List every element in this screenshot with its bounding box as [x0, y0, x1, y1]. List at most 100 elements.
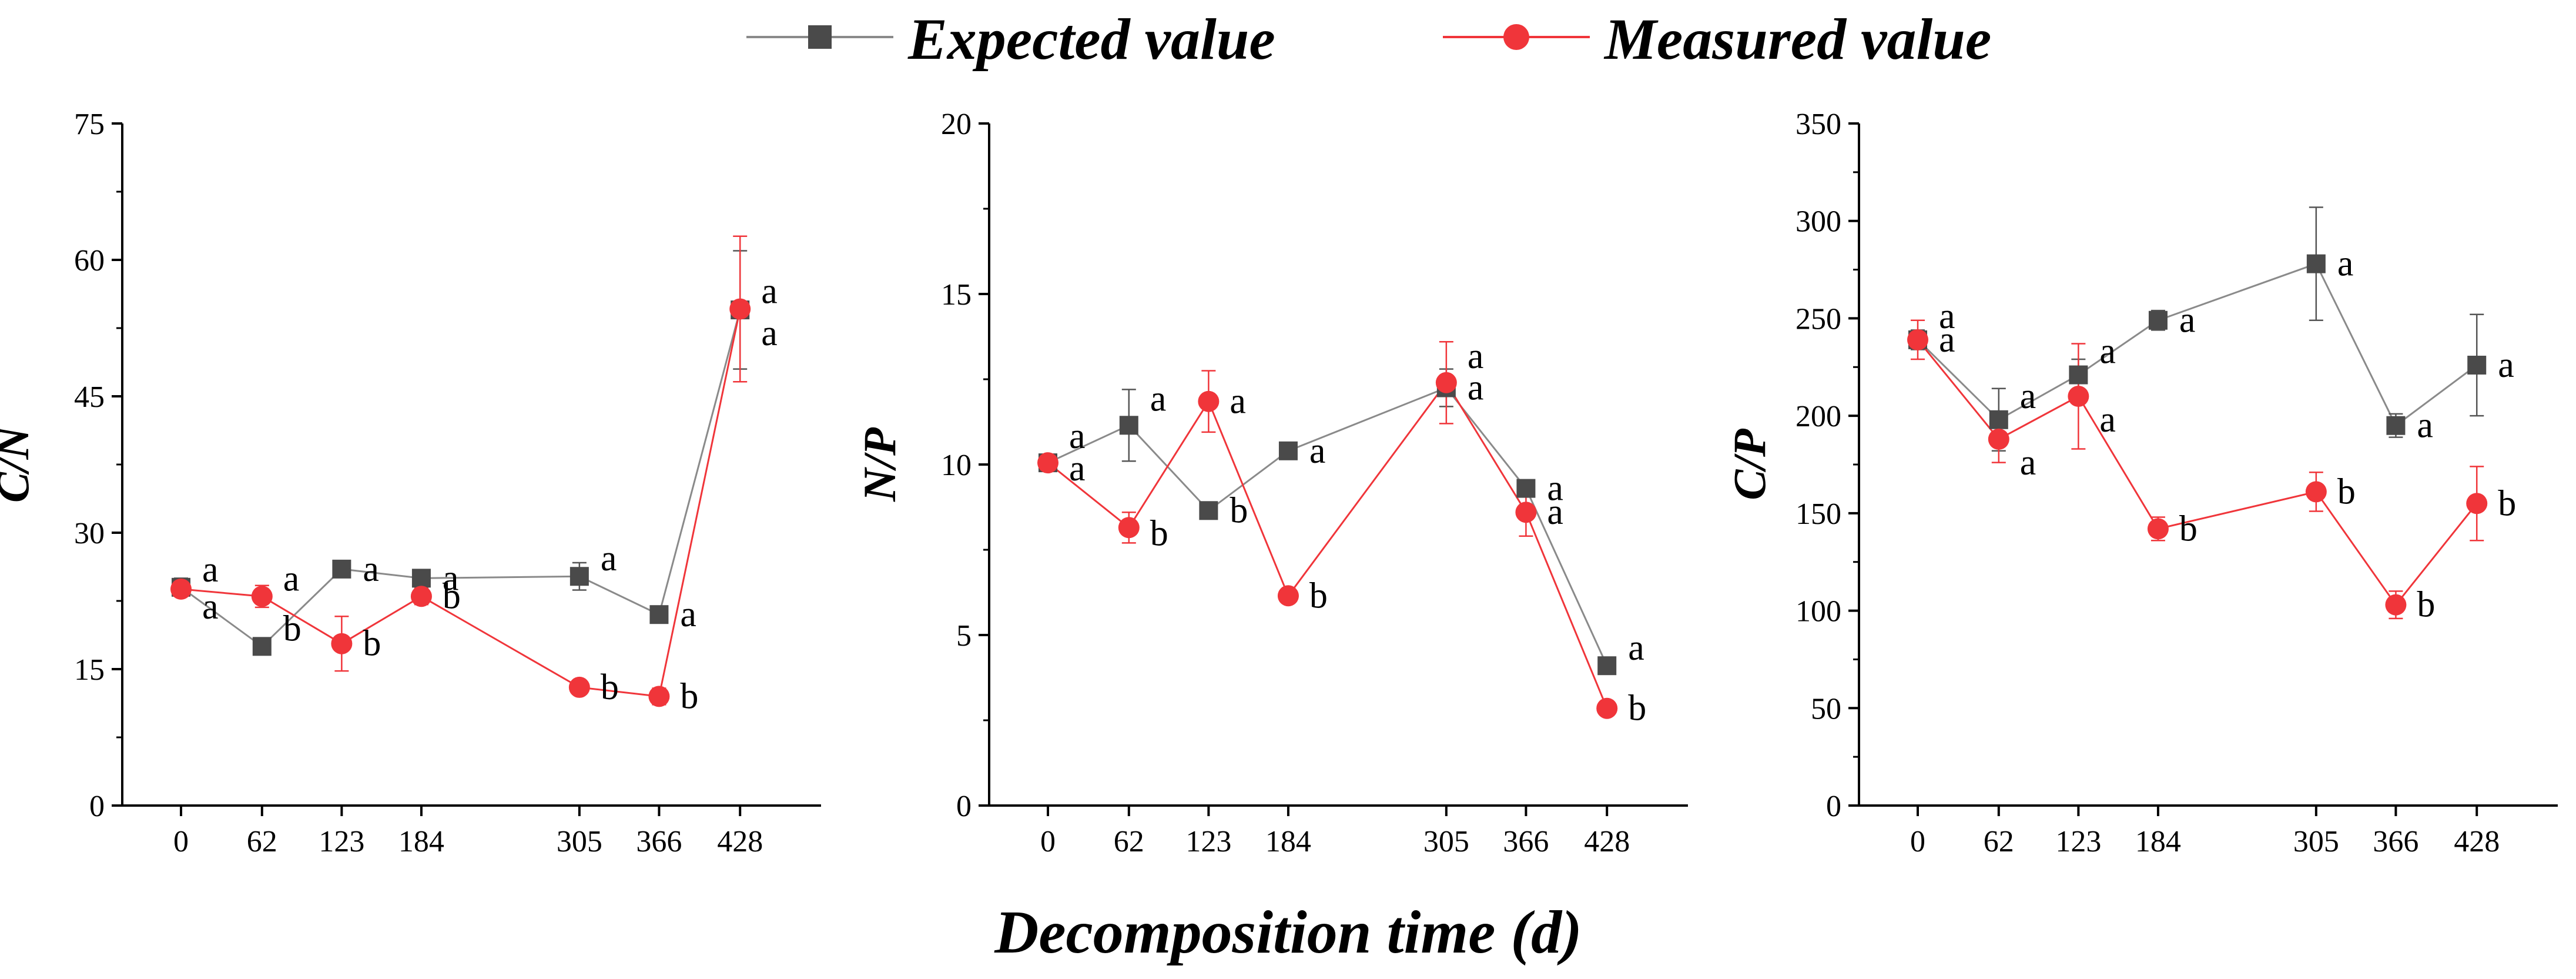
measured-significance-label: a [202, 587, 219, 627]
measured-significance-label: b [2498, 483, 2516, 523]
measured-significance-label: a [1069, 449, 1086, 489]
y-axis-title-cn: C/N [0, 425, 38, 503]
x-tick-label: 62 [247, 825, 277, 858]
x-tick-label: 62 [1984, 825, 2014, 858]
expected-point [2069, 365, 2088, 385]
x-tick-label: 366 [2373, 825, 2418, 858]
expected-significance-label: a [2020, 376, 2036, 416]
measured-point [170, 578, 192, 600]
measured-point [1435, 372, 1457, 393]
expected-significance-label: a [680, 594, 696, 634]
measured-significance-label: b [2417, 585, 2435, 625]
measured-significance-label: a [2099, 400, 2116, 440]
measured-significance-label: a [283, 559, 300, 599]
measured-significance-label: b [2179, 509, 2198, 549]
y-tick-label: 0 [89, 790, 105, 823]
expected-significance-label: b [283, 609, 302, 649]
expected-point [649, 605, 669, 624]
measured-point [568, 676, 590, 698]
measured-significance-label: b [1309, 576, 1328, 616]
y-axis-title-np: N/P [854, 427, 905, 502]
y-tick-label: 10 [941, 449, 972, 482]
expected-significance-label: a [2498, 345, 2514, 385]
legend-measured-marker [1503, 24, 1529, 50]
measured-point [729, 298, 751, 320]
x-tick-label: 0 [1910, 825, 1925, 858]
expected-point [2467, 355, 2487, 375]
expected-significance-label: a [1309, 431, 1326, 471]
expected-significance-label: a [1547, 469, 1563, 509]
measured-significance-label: a [1547, 492, 1563, 532]
expected-series-line [1917, 262, 2478, 427]
y-tick-label: 350 [1796, 108, 1841, 141]
measured-point [648, 686, 670, 707]
measured-point [1988, 428, 2009, 450]
expected-significance-label: a [443, 558, 459, 598]
panel-cp: 0 50 100 150 200 250 300 350 0 62 123 184 305 366 428 C… [1724, 108, 2558, 858]
x-tick-label: 366 [636, 825, 682, 858]
expected-point [2148, 310, 2168, 330]
expected-significance-label: a [2417, 406, 2433, 446]
x-tick-label: 184 [2135, 825, 2181, 858]
y-tick-label: 75 [74, 108, 105, 141]
x-axis-title: Decomposition time (d) [994, 898, 1582, 966]
measured-point [2466, 493, 2488, 514]
y-tick-label: 50 [1811, 692, 1841, 726]
measured-point [2068, 386, 2089, 407]
expected-significance-label: a [601, 539, 617, 579]
x-tick-label: 0 [173, 825, 189, 858]
y-tick-label: 300 [1796, 205, 1841, 239]
measured-point [1037, 452, 1059, 474]
expected-point [411, 569, 431, 588]
expected-significance-label: a [1150, 379, 1167, 419]
measured-point [2385, 594, 2407, 616]
expected-significance-label: a [1628, 628, 1644, 668]
x-tick-label: 305 [2293, 825, 2339, 858]
y-tick-label: 100 [1796, 595, 1841, 629]
measured-significance-label: b [601, 667, 619, 707]
y-tick-label: 30 [74, 517, 105, 550]
expected-point [1989, 410, 2008, 429]
measured-point [1907, 329, 1929, 350]
expected-point [332, 559, 351, 579]
expected-significance-label: a [1468, 368, 1484, 408]
y-tick-label: 0 [1826, 790, 1841, 823]
legend: Expected value Measured value [746, 6, 1991, 72]
measured-point [1118, 517, 1140, 539]
expected-point [1119, 416, 1138, 435]
legend-expected-label: Expected value [907, 6, 1275, 72]
x-tick-label: 184 [1265, 825, 1311, 858]
expected-significance-label: b [1230, 490, 1248, 530]
y-tick-label: 200 [1796, 400, 1841, 433]
y-tick-label: 45 [74, 380, 105, 414]
y-tick-label: 5 [956, 619, 972, 653]
measured-point [2147, 518, 2169, 540]
expected-significance-label: a [363, 549, 379, 589]
measured-series-line [1917, 339, 2478, 607]
measured-point [1596, 697, 1618, 719]
measured-significance-label: b [363, 624, 381, 664]
x-tick-label: 62 [1114, 825, 1144, 858]
x-tick-label: 366 [1503, 825, 1549, 858]
x-tick-label: 428 [2454, 825, 2500, 858]
expected-point [1199, 501, 1218, 520]
measured-point [1515, 502, 1537, 523]
measured-significance-label: a [1468, 336, 1484, 376]
measured-point [1198, 390, 1220, 412]
legend-expected-marker [808, 25, 832, 49]
measured-significance-label: b [2337, 472, 2356, 512]
measured-significance-label: a [1230, 382, 1246, 422]
expected-point [2306, 254, 2326, 273]
measured-point [1277, 585, 1299, 607]
expected-point [1516, 479, 1536, 498]
x-tick-label: 305 [1423, 825, 1469, 858]
measured-significance-label: b [1150, 513, 1168, 553]
y-tick-label: 15 [74, 653, 105, 687]
legend-measured-label: Measured value [1603, 6, 1991, 72]
expected-point [1597, 656, 1617, 676]
expected-significance-label: a [761, 313, 778, 353]
measured-significance-label: b [1628, 689, 1646, 729]
